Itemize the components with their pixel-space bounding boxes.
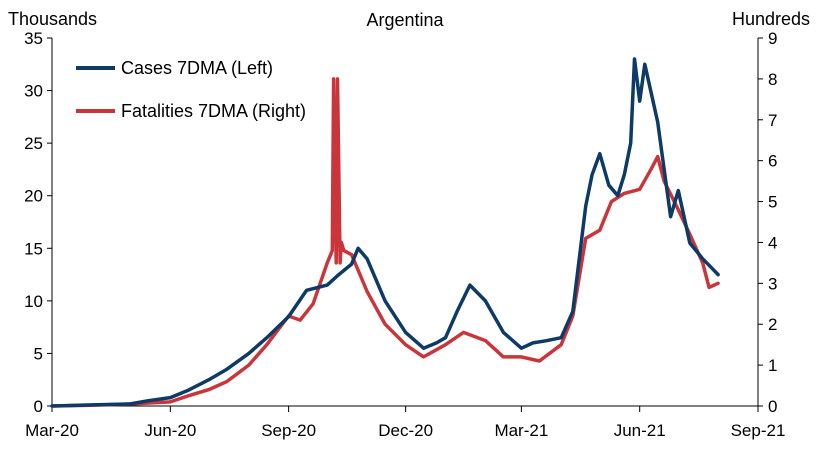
right-axis-tick-label: 9 xyxy=(768,29,777,48)
right-axis: 0 1 2 3 4 5 6 7 8 9 xyxy=(757,29,777,416)
legend-label-cases: Cases 7DMA (Left) xyxy=(121,58,273,78)
x-axis-tick-label: Jun-20 xyxy=(144,421,196,440)
legend-label-fatalities: Fatalities 7DMA (Right) xyxy=(121,101,306,121)
left-axis-tick-label: 0 xyxy=(34,397,43,416)
x-axis-tick-label: Mar-20 xyxy=(25,421,79,440)
right-axis-tick-label: 0 xyxy=(768,397,777,416)
right-axis-tick-label: 2 xyxy=(768,315,777,334)
legend: Cases 7DMA (Left) Fatalities 7DMA (Right… xyxy=(76,58,306,121)
x-axis-tick-label: Sep-20 xyxy=(261,421,316,440)
right-axis-tick-label: 5 xyxy=(768,193,777,212)
plot-area xyxy=(50,57,720,408)
left-axis-tick-label: 5 xyxy=(34,344,43,363)
right-axis-tick-label: 6 xyxy=(768,152,777,171)
left-axis-tick-label: 15 xyxy=(24,239,43,258)
left-axis: 0 5 10 15 20 25 30 35 xyxy=(24,29,53,416)
left-axis-unit-label: Thousands xyxy=(8,9,97,29)
right-axis-tick-label: 7 xyxy=(768,111,777,130)
series-line-fatalities xyxy=(50,77,720,408)
right-axis-unit-label: Hundreds xyxy=(732,9,810,29)
left-axis-tick-label: 30 xyxy=(24,82,43,101)
left-axis-tick-label: 10 xyxy=(24,292,43,311)
right-axis-tick-label: 8 xyxy=(768,70,777,89)
right-axis-tick-label: 3 xyxy=(768,274,777,293)
left-axis-tick-label: 25 xyxy=(24,134,43,153)
x-axis-tick-label: Mar-21 xyxy=(494,421,548,440)
chart-title: Argentina xyxy=(366,10,444,30)
x-axis-tick-label: Jun-21 xyxy=(614,421,666,440)
x-axis-tick-label: Dec-20 xyxy=(378,421,433,440)
x-axis-tick-label: Sep-21 xyxy=(731,421,786,440)
series-line-cases xyxy=(50,57,720,408)
left-axis-tick-label: 35 xyxy=(24,29,43,48)
right-axis-tick-label: 1 xyxy=(768,356,777,375)
x-axis: Mar-20 Jun-20 Sep-20 Dec-20 Mar-21 Jun-21 Sep-… xyxy=(25,405,786,440)
right-axis-tick-label: 4 xyxy=(768,233,777,252)
left-axis-tick-label: 20 xyxy=(24,187,43,206)
